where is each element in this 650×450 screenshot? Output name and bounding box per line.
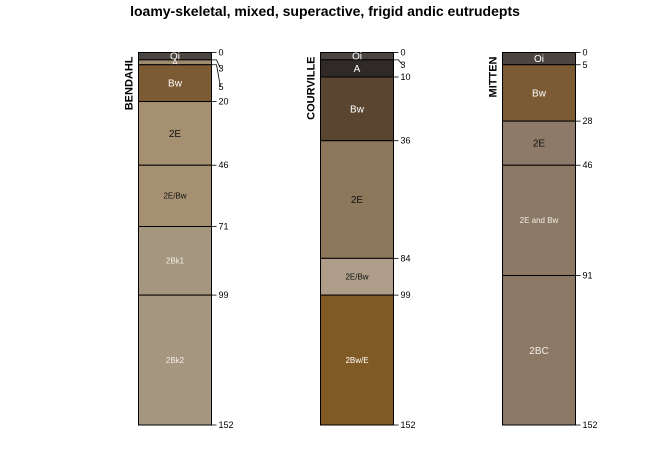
horizon-bendahl	[138, 294, 212, 426]
horizon-label: Bw	[168, 79, 183, 90]
horizon-mitten	[502, 275, 576, 426]
depth-label: 99	[401, 290, 411, 300]
profile-name-mitten: MITTEN	[488, 56, 500, 97]
depth-label: 0	[583, 48, 588, 58]
depth-label: 3	[401, 60, 406, 70]
horizon-mitten	[502, 64, 576, 122]
horizon-label: A	[172, 57, 178, 67]
horizon-label: 2E/Bw	[163, 192, 186, 201]
depth-label: 28	[583, 116, 593, 126]
horizon-bendahl	[138, 64, 212, 103]
horizon-label: A	[354, 64, 361, 75]
horizon-label: 2BC	[529, 346, 548, 357]
horizon-courville	[320, 257, 394, 296]
depth-label: 71	[219, 221, 229, 231]
depth-label: 152	[401, 420, 416, 430]
depth-label: 99	[219, 290, 229, 300]
horizon-courville	[320, 76, 394, 142]
depth-label: 20	[219, 97, 229, 107]
horizon-label: 2Bw/E	[345, 356, 368, 365]
horizon-label: 2E	[351, 195, 364, 206]
horizon-label: 2E	[533, 139, 546, 150]
horizon-label: 2E	[169, 129, 182, 140]
horizon-label: 2Bk1	[166, 257, 185, 266]
horizon-label: Oi	[534, 54, 544, 65]
horizon-mitten	[502, 120, 576, 166]
depth-leader-line	[393, 59, 403, 66]
horizon-courville	[320, 140, 394, 259]
horizon-label: 2Bk2	[166, 356, 185, 365]
horizon-courville	[320, 294, 394, 426]
horizon-bendahl	[138, 101, 212, 166]
depth-label: 152	[219, 420, 234, 430]
depth-label: 5	[219, 82, 224, 92]
depth-leader-line	[211, 64, 221, 87]
horizon-mitten	[502, 164, 576, 277]
depth-label: 152	[583, 420, 598, 430]
depth-label: 36	[401, 136, 411, 146]
profile-name-courville: COURVILLE	[306, 57, 318, 120]
depth-label: 3	[219, 63, 224, 73]
horizon-bendahl	[138, 164, 212, 227]
horizon-label: 2E and Bw	[520, 216, 559, 225]
horizon-label: Oi	[352, 52, 362, 63]
depth-label: 0	[219, 48, 224, 58]
depth-label: 46	[583, 160, 593, 170]
depth-label: 5	[583, 60, 588, 70]
depth-leader-line	[211, 59, 221, 69]
horizon-label: Bw	[532, 88, 547, 99]
horizon-label: Oi	[170, 52, 180, 63]
depth-label: 91	[583, 271, 593, 281]
depth-label: 46	[219, 160, 229, 170]
depth-label: 0	[401, 48, 406, 58]
horizon-label: 2E/Bw	[345, 273, 368, 282]
depth-label: 10	[401, 72, 411, 82]
profile-name-bendahl: BENDAHL	[124, 56, 136, 110]
figure-title: loamy-skeletal, mixed, superactive, frig…	[130, 3, 520, 19]
depth-label: 84	[401, 253, 411, 263]
horizon-label: Bw	[350, 104, 365, 115]
